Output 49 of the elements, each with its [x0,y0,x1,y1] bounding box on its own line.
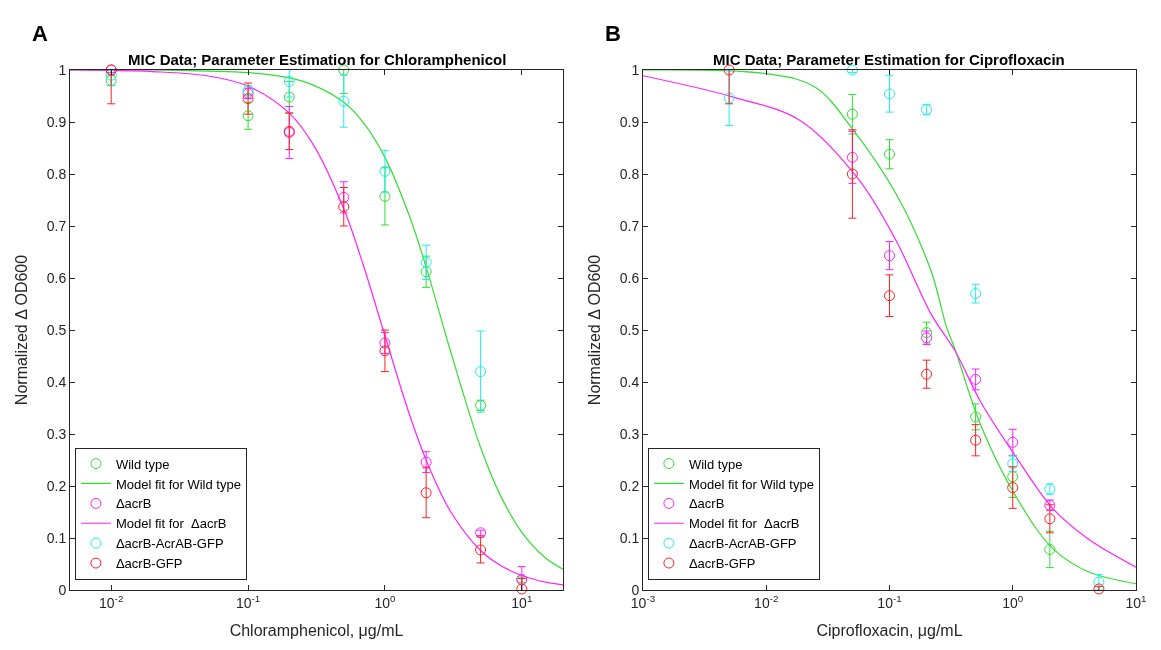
y-tick-label: 0.5 [46,321,67,338]
x-tick-label: 10$^{1}$ [511,592,533,611]
legend-label: Wild type [688,456,743,472]
y-tick-label: 0.3 [619,425,640,442]
x-tick-label: 10$^{0}$ [374,592,397,611]
y-axis-title: Normalized Δ OD600 [12,254,30,406]
legend-label: ΔacrB [115,496,152,512]
x-tick-label: 10$^{0}$ [1002,592,1024,611]
y-tick-label: 0 [58,581,67,598]
text: A [32,21,48,46]
y-tick-label: 0.4 [46,373,67,390]
x-tick-label: 10$^{-1}$ [877,592,902,611]
legend-label: ΔacrB-AcrAB-GFP [115,536,224,552]
legend-label: Model fit for Wild type [688,476,814,492]
legend-label: Model fit for ΔacrB [688,516,800,532]
y-tick-label: 1 [631,61,640,78]
x-tick-label: 10$^{-2}$ [754,592,779,611]
legend-label: Model fit for ΔacrB [115,516,227,532]
y-tick-label: 0.6 [46,269,67,286]
legend-label: ΔacrB-AcrAB-GFP [688,536,797,552]
legend-label: Wild type [115,456,170,472]
y-tick-label: 0.5 [619,321,640,338]
y-tick-label: 0.2 [46,477,67,494]
y-tick-label: 0.9 [619,113,640,130]
y-tick-label: 0.9 [46,113,67,130]
chart-title: MIC Data; Parameter Estimation for Chloramphenicol [128,51,507,68]
y-tick-label: 0.1 [46,529,67,546]
y-tick-label: 0.3 [46,425,67,442]
y-tick-label: 0.6 [619,269,640,286]
y-tick-label: 0.7 [46,217,67,234]
y-tick-label: 0.1 [619,529,640,546]
x-tick-label: 10$^{-1}$ [235,592,261,611]
legend-label: ΔacrB [688,496,725,512]
x-tick-label: 10$^{-2}$ [99,592,124,611]
y-tick-label: 0.4 [619,373,640,390]
x-axis-title: Ciprofloxacin, μg/mL [816,622,963,640]
y-tick-label: 0.8 [619,165,640,182]
legend-label: Model fit for Wild type [115,476,241,492]
text: B [605,21,621,46]
y-tick-label: 1 [58,61,67,78]
y-axis-title: Normalized Δ OD600 [585,254,603,406]
y-tick-label: 0.2 [619,477,640,494]
chart-title: MIC Data; Parameter Estimation for Ciprofloxacin [713,51,1065,68]
legend-label: ΔacrB-GFP [115,556,183,572]
x-tick-label: 10$^{1}$ [1125,592,1147,611]
y-tick-label: 0.7 [619,217,640,234]
x-axis-title: Chloramphenicol, μg/mL [229,622,404,640]
legend-label: ΔacrB-GFP [688,556,756,572]
y-tick-label: 0.8 [46,165,67,182]
